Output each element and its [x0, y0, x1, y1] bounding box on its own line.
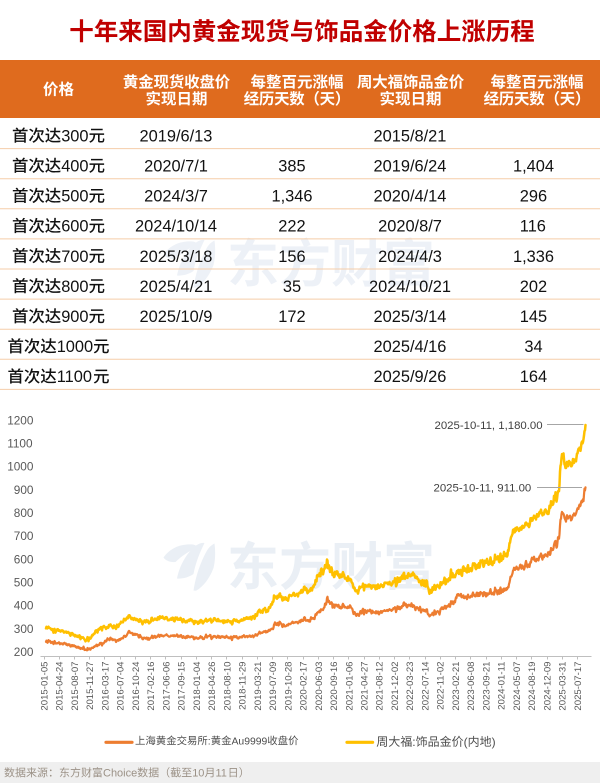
- svg-text:2018-01-04: 2018-01-04: [192, 661, 203, 711]
- svg-text:2018-04-26: 2018-04-26: [207, 662, 218, 711]
- svg-text:2021-04-27: 2021-04-27: [360, 662, 371, 711]
- svg-text:2025/4/16: 2025/4/16: [374, 338, 447, 356]
- svg-text::: :: [412, 735, 415, 749]
- svg-text:1,336: 1,336: [513, 248, 554, 266]
- svg-text:145: 145: [520, 308, 547, 326]
- svg-text:2015-11-27: 2015-11-27: [85, 662, 96, 710]
- svg-text:1100: 1100: [7, 437, 33, 451]
- svg-text:2024/4/3: 2024/4/3: [378, 248, 442, 266]
- svg-text:500: 500: [61, 188, 88, 206]
- svg-text:2025/3/14: 2025/3/14: [374, 308, 447, 326]
- svg-text:2017-02-16: 2017-02-16: [146, 662, 157, 711]
- svg-text:2025-10-11, 1,180.00: 2025-10-11, 1,180.00: [435, 420, 543, 432]
- svg-text:800: 800: [61, 278, 88, 296]
- svg-text:2024-12-09: 2024-12-09: [542, 662, 553, 711]
- svg-text:2020/7/1: 2020/7/1: [144, 158, 208, 176]
- svg-text:2025-07-17: 2025-07-17: [573, 662, 584, 711]
- svg-text:2017-09-15: 2017-09-15: [177, 662, 188, 711]
- svg-text:2024-08-19: 2024-08-19: [527, 662, 538, 711]
- svg-text:2020/4/14: 2020/4/14: [374, 188, 447, 206]
- svg-text:2020/8/7: 2020/8/7: [378, 218, 442, 236]
- svg-text:400: 400: [14, 599, 34, 613]
- svg-text:2020-06-03: 2020-06-03: [314, 662, 325, 711]
- svg-text:2020-02-17: 2020-02-17: [299, 662, 310, 711]
- svg-text:600: 600: [61, 218, 88, 236]
- svg-text:500: 500: [14, 576, 34, 590]
- svg-text:2021-08-12: 2021-08-12: [375, 662, 386, 711]
- svg-text:1,404: 1,404: [513, 158, 554, 176]
- svg-text:2019-03-21: 2019-03-21: [253, 662, 264, 711]
- svg-text:200: 200: [14, 645, 34, 659]
- svg-text:10: 10: [192, 768, 204, 780]
- svg-text:300: 300: [61, 127, 88, 145]
- svg-text:35: 35: [283, 278, 301, 296]
- svg-text:400: 400: [61, 158, 88, 176]
- svg-text:2019-07-09: 2019-07-09: [268, 662, 279, 711]
- svg-text:2019-10-28: 2019-10-28: [283, 662, 294, 711]
- svg-text:2024/3/7: 2024/3/7: [144, 188, 208, 206]
- svg-text:1000: 1000: [7, 460, 34, 474]
- svg-text:): ): [492, 735, 496, 749]
- svg-text:300: 300: [14, 622, 34, 636]
- svg-text:296: 296: [520, 188, 547, 206]
- svg-text:2015/8/21: 2015/8/21: [374, 127, 447, 145]
- svg-text:2022-11-02: 2022-11-02: [436, 662, 447, 710]
- svg-text:2019/6/24: 2019/6/24: [374, 158, 447, 176]
- svg-text:2025/10/9: 2025/10/9: [140, 308, 213, 326]
- svg-text:2023-09-21: 2023-09-21: [481, 662, 492, 711]
- svg-text:700: 700: [14, 529, 34, 543]
- svg-text:11: 11: [216, 768, 227, 780]
- svg-text:2015-01-05: 2015-01-05: [39, 662, 50, 711]
- svg-text:2024/10/21: 2024/10/21: [369, 278, 451, 296]
- svg-text:2016-10-24: 2016-10-24: [131, 661, 142, 711]
- svg-text:2018-11-29: 2018-11-29: [238, 662, 249, 710]
- svg-text:2020-09-16: 2020-09-16: [329, 662, 340, 711]
- svg-text:2017-06-06: 2017-06-06: [161, 662, 172, 711]
- svg-text:2024/10/14: 2024/10/14: [135, 218, 217, 236]
- svg-text:2015-08-07: 2015-08-07: [70, 662, 81, 711]
- svg-text:34: 34: [524, 338, 542, 356]
- svg-text:1,346: 1,346: [272, 188, 313, 206]
- svg-text:2022-03-23: 2022-03-23: [405, 662, 416, 711]
- svg-text:1000: 1000: [57, 338, 93, 356]
- svg-text:800: 800: [14, 506, 34, 520]
- svg-text:700: 700: [61, 248, 88, 266]
- svg-text:116: 116: [520, 218, 546, 236]
- svg-text:164: 164: [520, 368, 547, 386]
- svg-text:222: 222: [278, 218, 305, 236]
- svg-text:2019/6/13: 2019/6/13: [140, 127, 213, 145]
- svg-text:2018-08-10: 2018-08-10: [222, 662, 233, 711]
- svg-text:2016-03-17: 2016-03-17: [100, 662, 111, 711]
- svg-text:Choice: Choice: [103, 768, 137, 780]
- svg-text:600: 600: [14, 552, 34, 566]
- svg-text:Au9999: Au9999: [232, 736, 268, 747]
- svg-text:2022-07-14: 2022-07-14: [421, 661, 432, 711]
- svg-text:172: 172: [278, 308, 305, 326]
- svg-text:2025/3/18: 2025/3/18: [140, 248, 213, 266]
- svg-text:2023-02-21: 2023-02-21: [451, 662, 462, 711]
- svg-text:2015-04-24: 2015-04-24: [55, 661, 66, 711]
- svg-text:2024-05-07: 2024-05-07: [512, 662, 523, 711]
- svg-text::: :: [208, 736, 211, 747]
- svg-text:2023-06-08: 2023-06-08: [466, 662, 477, 711]
- svg-text:2024-01-11: 2024-01-11: [497, 662, 508, 710]
- svg-text:2016-07-04: 2016-07-04: [116, 661, 127, 711]
- svg-text:156: 156: [278, 248, 305, 266]
- svg-text:2025-03-31: 2025-03-31: [558, 662, 569, 711]
- svg-text:202: 202: [520, 278, 547, 296]
- svg-text:(: (: [464, 735, 468, 749]
- svg-text:1100: 1100: [57, 368, 92, 386]
- svg-text:1200: 1200: [7, 413, 34, 427]
- svg-text:2025/4/21: 2025/4/21: [140, 278, 213, 296]
- svg-text:2021-12-02: 2021-12-02: [390, 662, 401, 711]
- svg-text:900: 900: [14, 483, 34, 497]
- svg-text:2025-10-11, 911.00: 2025-10-11, 911.00: [434, 482, 532, 494]
- svg-text:900: 900: [61, 308, 88, 326]
- svg-text:2025/9/26: 2025/9/26: [374, 368, 447, 386]
- svg-text:385: 385: [278, 158, 305, 176]
- svg-text:2021-01-06: 2021-01-06: [344, 662, 355, 711]
